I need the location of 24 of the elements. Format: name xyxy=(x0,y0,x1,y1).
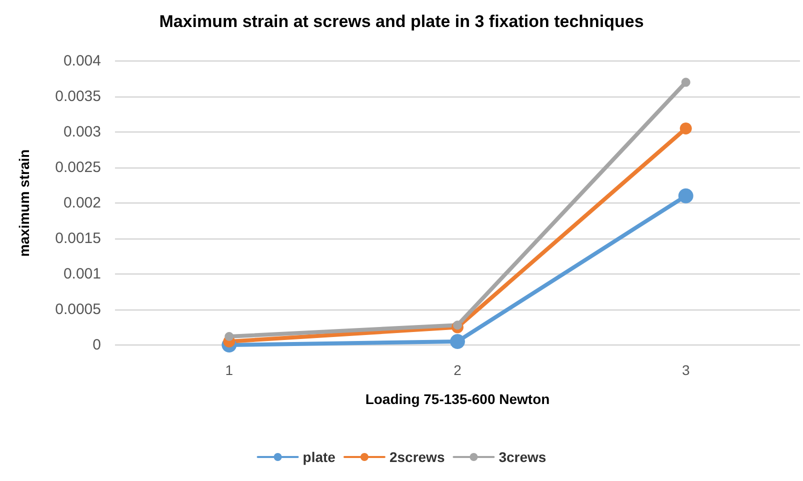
y-tick-label: 0.0025 xyxy=(55,159,101,176)
y-tick-label: 0.0035 xyxy=(55,88,101,105)
point xyxy=(450,334,465,349)
legend-label: 3crews xyxy=(498,449,546,465)
x-tick-label: 1 xyxy=(225,362,234,378)
y-tick-label: 0.0005 xyxy=(55,301,101,318)
y-tick-label: 0 xyxy=(92,336,101,354)
y-tick-label: 0.004 xyxy=(63,52,101,70)
point xyxy=(453,320,462,330)
y-axis-title: maximum strain xyxy=(16,149,32,257)
x-tick-label: 3 xyxy=(682,362,690,378)
y-tick-label: 0.0015 xyxy=(55,230,101,247)
chart-title: Maximum strain at screws and plate in 3 fixation techniques xyxy=(159,12,644,31)
legend-label: 2screws xyxy=(389,449,445,465)
x-tick-label: 2 xyxy=(454,362,462,378)
point xyxy=(680,122,692,134)
y-tick-label: 0.001 xyxy=(63,266,101,282)
legend-label: plate xyxy=(302,449,336,465)
point xyxy=(678,188,694,204)
x-axis-title: Loading 75-135-600 Newton xyxy=(365,391,550,407)
y-tick-label: 0.003 xyxy=(63,124,101,140)
point xyxy=(681,78,690,87)
y-tick-label: 0.002 xyxy=(63,194,101,212)
point xyxy=(224,332,234,341)
